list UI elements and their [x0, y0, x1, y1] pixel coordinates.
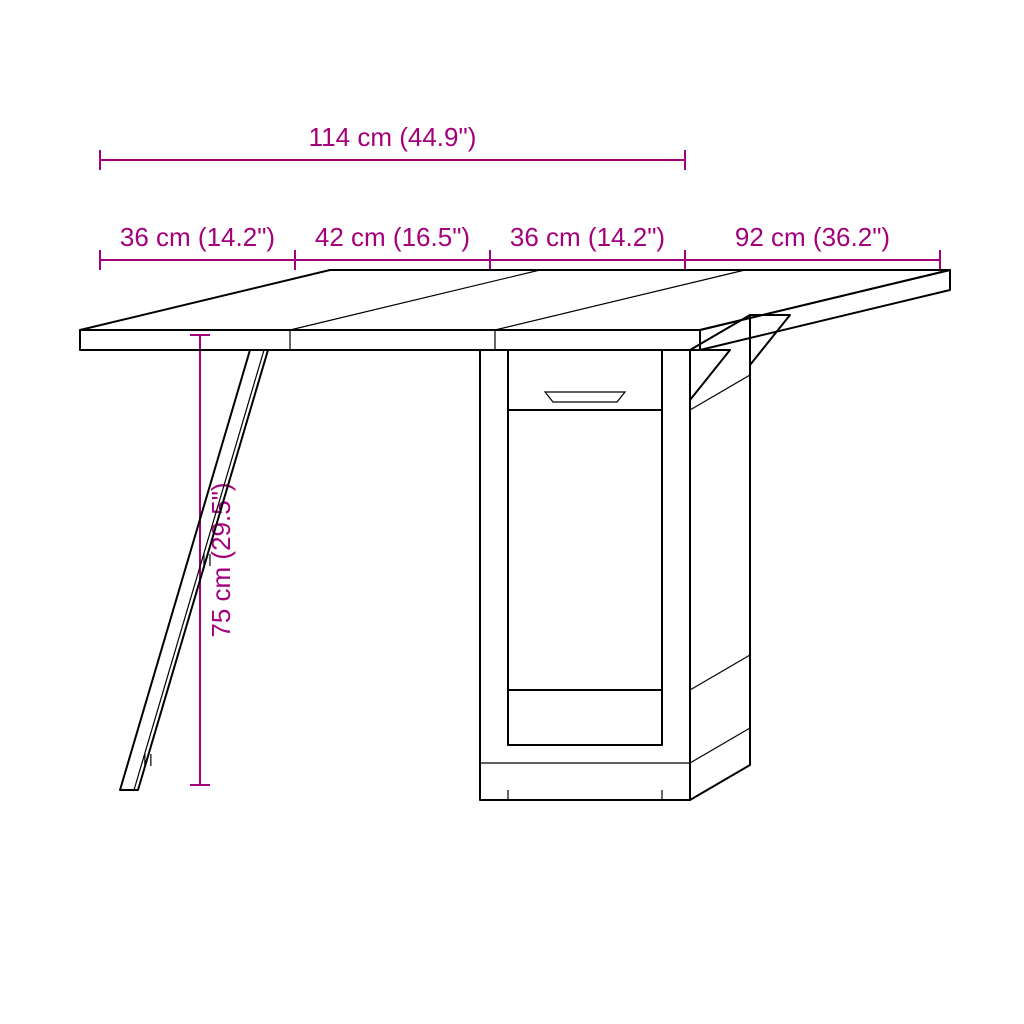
label-segment-left: 36 cm (14.2") — [120, 222, 275, 252]
dimension-diagram: 114 cm (44.9") 36 cm (14.2") 42 cm (16.5… — [0, 0, 1024, 1024]
label-segment-mid: 42 cm (16.5") — [315, 222, 470, 252]
label-segment-right: 36 cm (14.2") — [510, 222, 665, 252]
label-total-width: 114 cm (44.9") — [309, 122, 477, 152]
label-depth: 92 cm (36.2") — [735, 222, 890, 252]
